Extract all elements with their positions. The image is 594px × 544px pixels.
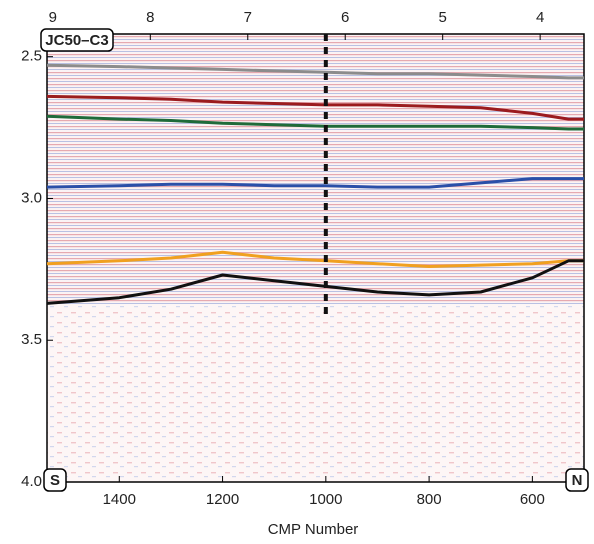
x-tick-label: 1400 [103,491,136,508]
y-tick-label: 3.5 [21,331,42,348]
right-label: N [572,472,583,489]
seismic-basement [47,304,584,482]
horizon [46,94,584,121]
y-tick-label: 2.5 [21,48,42,65]
x-tick-label: 800 [417,491,442,508]
left-label-box [43,468,67,492]
x-tick-label: 1200 [206,491,239,508]
horizon [46,259,584,305]
x2-tick-label: 9 [49,9,57,26]
x2-tick-label: 7 [244,9,252,26]
x2-tick-label: 4 [536,9,544,26]
left-label: S [50,472,60,489]
y-tick-label: 4.0 [21,473,42,490]
horizon [46,114,584,131]
plot-frame [46,33,585,483]
x2-tick-label: 5 [439,9,447,26]
horizon [46,63,584,80]
horizon [46,177,584,189]
x-axis-label: CMP Number [268,521,359,538]
x2-tick-label: 6 [341,9,349,26]
x-tick-label: 600 [520,491,545,508]
chart-title-box [40,28,114,52]
y-tick-label: 3.0 [21,189,42,206]
x2-tick-label: 8 [146,9,154,26]
chart-title: JC50–C3 [45,32,108,49]
right-label-box [565,468,589,492]
x-tick-label: 1000 [309,491,342,508]
horizon [46,250,584,268]
